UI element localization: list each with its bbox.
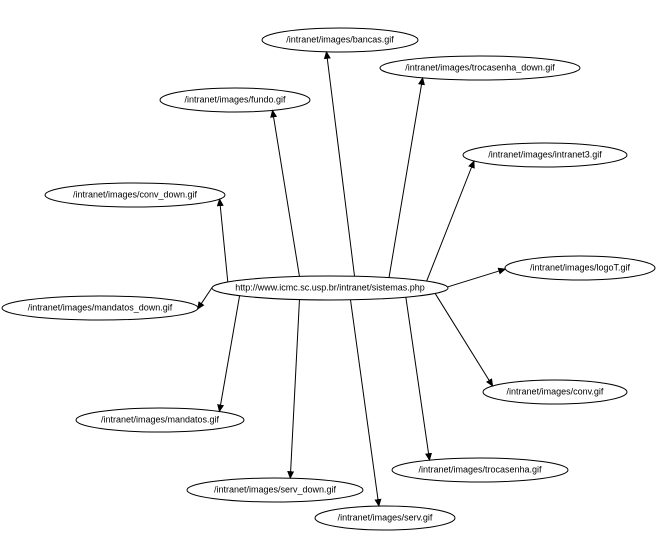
edge-intranet3 xyxy=(427,161,474,281)
node-trocasenha-label: /intranet/images/trocasenha.gif xyxy=(418,464,542,474)
edge-trocasenha_dn xyxy=(389,78,423,278)
node-logoT: /intranet/images/logoT.gif xyxy=(505,256,655,280)
edge-trocasenha xyxy=(406,297,430,460)
node-intranet3: /intranet/images/intranet3.gif xyxy=(463,143,627,167)
edge-mandatos xyxy=(219,296,239,412)
node-serv_down: /intranet/images/serv_down.gif xyxy=(187,478,363,502)
node-logoT-label: /intranet/images/logoT.gif xyxy=(530,262,631,272)
node-conv-label: /intranet/images/conv.gif xyxy=(507,386,604,396)
nodes-layer: http://www.icmc.sc.usp.br/intranet/siste… xyxy=(2,28,655,530)
node-bancas-label: /intranet/images/bancas.gif xyxy=(286,34,394,44)
node-fundo: /intranet/images/fundo.gif xyxy=(160,88,310,112)
node-trocasenha_dn: /intranet/images/trocasenha_down.gif xyxy=(380,56,580,80)
center-node: http://www.icmc.sc.usp.br/intranet/siste… xyxy=(212,276,448,300)
node-serv-label: /intranet/images/serv.gif xyxy=(338,512,433,522)
node-serv_down-label: /intranet/images/serv_down.gif xyxy=(214,484,337,494)
node-trocasenha: /intranet/images/trocasenha.gif xyxy=(392,458,568,482)
edge-fundo xyxy=(273,110,300,276)
edge-logoT xyxy=(448,269,506,287)
edge-serv xyxy=(350,300,378,506)
node-fundo-label: /intranet/images/fundo.gif xyxy=(184,94,286,104)
node-mandatos_dn: /intranet/images/mandatos_down.gif xyxy=(2,296,198,320)
node-serv: /intranet/images/serv.gif xyxy=(315,506,455,530)
edges-layer xyxy=(198,52,506,506)
node-intranet3-label: /intranet/images/intranet3.gif xyxy=(488,149,602,159)
node-bancas: /intranet/images/bancas.gif xyxy=(262,28,418,52)
node-conv_down: /intranet/images/conv_down.gif xyxy=(45,183,225,207)
center-node-label: http://www.icmc.sc.usp.br/intranet/siste… xyxy=(235,282,425,292)
edge-bancas xyxy=(326,52,354,276)
edge-conv xyxy=(435,293,493,386)
edge-conv_down xyxy=(220,199,228,282)
network-diagram: http://www.icmc.sc.usp.br/intranet/siste… xyxy=(0,0,672,544)
node-mandatos: /intranet/images/mandatos.gif xyxy=(76,408,244,432)
node-conv_down-label: /intranet/images/conv_down.gif xyxy=(73,189,198,199)
edge-serv_down xyxy=(290,300,299,479)
node-mandatos-label: /intranet/images/mandatos.gif xyxy=(101,414,220,424)
node-trocasenha_dn-label: /intranet/images/trocasenha_down.gif xyxy=(405,62,555,72)
node-conv: /intranet/images/conv.gif xyxy=(483,380,627,404)
edge-mandatos_dn xyxy=(198,287,213,309)
node-mandatos_dn-label: /intranet/images/mandatos_down.gif xyxy=(28,302,173,312)
